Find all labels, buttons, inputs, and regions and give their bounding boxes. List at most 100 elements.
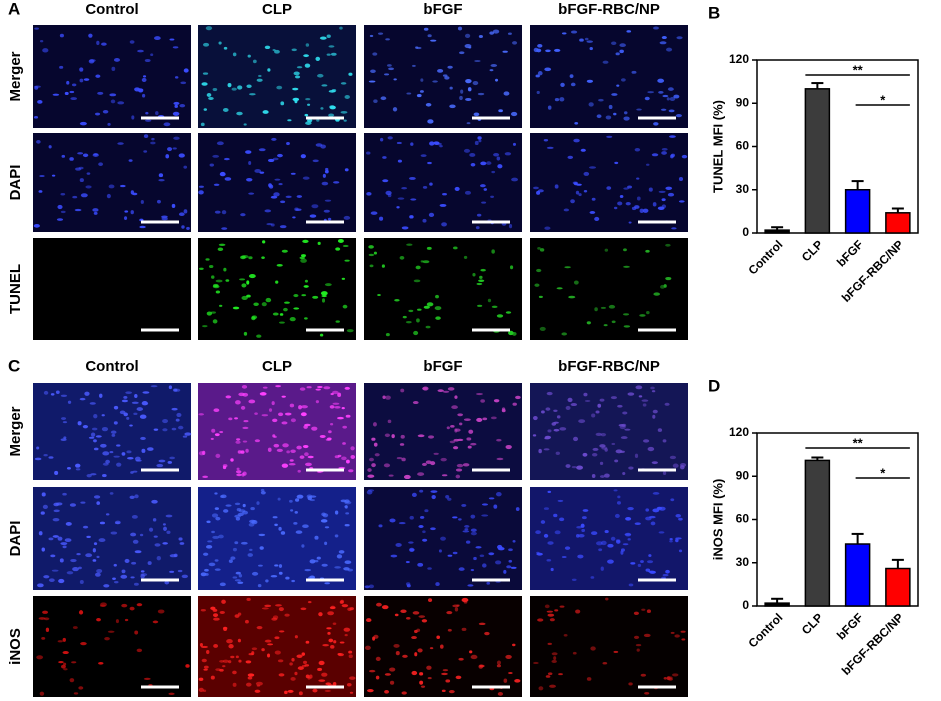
cell bbox=[456, 438, 464, 442]
cell bbox=[222, 464, 228, 468]
cell bbox=[241, 283, 247, 288]
cell bbox=[341, 456, 347, 461]
cell bbox=[554, 184, 559, 189]
micrograph bbox=[530, 133, 688, 232]
cell bbox=[52, 535, 59, 538]
cell bbox=[324, 582, 331, 585]
cell bbox=[641, 608, 646, 611]
cell bbox=[447, 497, 452, 501]
cell bbox=[608, 304, 616, 309]
plot-frame bbox=[756, 59, 919, 234]
cell bbox=[634, 453, 639, 459]
cell bbox=[328, 89, 336, 93]
cell bbox=[278, 412, 284, 417]
cell bbox=[613, 489, 618, 492]
cell bbox=[131, 561, 137, 565]
cell bbox=[327, 217, 332, 221]
cell bbox=[37, 583, 44, 588]
cell bbox=[97, 91, 104, 95]
cell bbox=[384, 689, 390, 694]
cell bbox=[268, 183, 272, 188]
cell bbox=[390, 554, 398, 558]
cell bbox=[418, 615, 426, 618]
cell bbox=[267, 158, 275, 163]
y-tick-label: 90 bbox=[736, 95, 750, 109]
cell bbox=[261, 648, 265, 652]
cell bbox=[299, 387, 306, 391]
cell bbox=[446, 426, 450, 430]
cell bbox=[142, 75, 147, 78]
cell bbox=[213, 613, 219, 618]
cell bbox=[462, 530, 470, 533]
cell bbox=[309, 674, 313, 679]
cell bbox=[508, 548, 513, 552]
cell bbox=[472, 273, 476, 277]
cell bbox=[284, 613, 290, 617]
micrograph-bg bbox=[530, 25, 688, 128]
cell bbox=[246, 294, 251, 298]
cell bbox=[321, 672, 328, 677]
cell bbox=[232, 52, 237, 57]
cell bbox=[289, 317, 296, 322]
cell bbox=[198, 185, 204, 188]
cell bbox=[349, 676, 356, 680]
cell bbox=[284, 690, 288, 695]
cell bbox=[215, 279, 223, 283]
cell bbox=[39, 691, 45, 696]
cell bbox=[450, 424, 455, 428]
cell bbox=[459, 422, 463, 426]
cell bbox=[117, 142, 124, 145]
cell bbox=[245, 660, 252, 664]
micrograph-bg bbox=[33, 133, 191, 232]
cell bbox=[212, 535, 220, 539]
cell bbox=[544, 435, 552, 440]
cell bbox=[243, 123, 247, 126]
cell bbox=[114, 581, 119, 584]
cell bbox=[623, 111, 628, 115]
cell bbox=[309, 214, 317, 218]
cell bbox=[334, 405, 341, 409]
significance-label: ** bbox=[853, 62, 864, 77]
cell bbox=[341, 407, 345, 410]
cell bbox=[506, 565, 512, 569]
cell bbox=[52, 93, 60, 96]
cell bbox=[38, 617, 46, 620]
cell bbox=[93, 439, 97, 443]
cell bbox=[465, 540, 471, 544]
cell bbox=[617, 404, 623, 408]
cell bbox=[265, 579, 269, 583]
micrograph bbox=[33, 238, 191, 340]
cell bbox=[409, 176, 416, 180]
cell bbox=[275, 280, 279, 284]
cell bbox=[415, 265, 421, 270]
cell bbox=[235, 655, 239, 659]
cell bbox=[79, 178, 84, 183]
cell bbox=[382, 156, 387, 159]
cell bbox=[293, 71, 300, 76]
cell bbox=[133, 412, 138, 416]
cell bbox=[470, 514, 476, 519]
cell bbox=[648, 187, 653, 192]
cell bbox=[227, 83, 232, 88]
cell bbox=[365, 618, 372, 623]
cell bbox=[143, 677, 151, 680]
cell bbox=[468, 46, 472, 49]
cell bbox=[119, 184, 126, 188]
cell bbox=[246, 597, 251, 601]
cell bbox=[245, 150, 252, 154]
cell bbox=[228, 644, 234, 649]
cell bbox=[179, 104, 186, 108]
cell bbox=[154, 36, 161, 41]
cell bbox=[116, 462, 122, 467]
y-tick-label: 120 bbox=[729, 425, 749, 439]
cell bbox=[248, 522, 255, 527]
cell bbox=[259, 171, 265, 174]
cell bbox=[281, 463, 289, 468]
cell bbox=[296, 195, 303, 198]
cell bbox=[237, 638, 241, 643]
cell bbox=[181, 225, 185, 229]
cell bbox=[399, 443, 405, 446]
cell bbox=[162, 428, 168, 432]
cell bbox=[108, 184, 115, 189]
cell bbox=[599, 475, 606, 478]
